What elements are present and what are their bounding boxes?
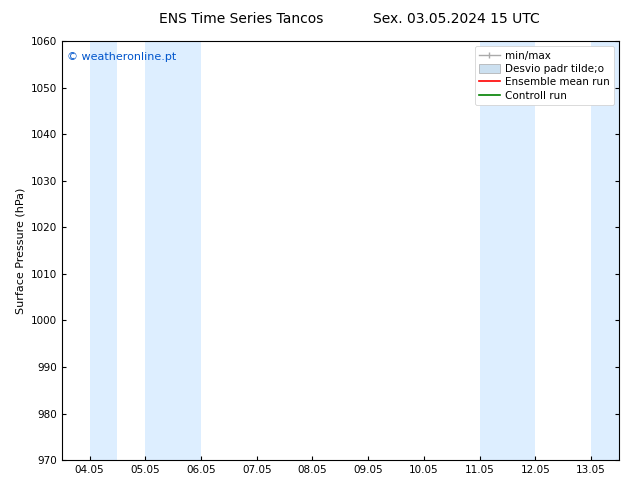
Bar bbox=[89, 41, 117, 460]
Bar bbox=[591, 41, 619, 460]
Bar bbox=[145, 41, 201, 460]
Bar bbox=[480, 41, 535, 460]
Legend: min/max, Desvio padr tilde;o, Ensemble mean run, Controll run: min/max, Desvio padr tilde;o, Ensemble m… bbox=[475, 46, 614, 105]
Text: ENS Time Series Tancos: ENS Time Series Tancos bbox=[158, 12, 323, 26]
Text: Sex. 03.05.2024 15 UTC: Sex. 03.05.2024 15 UTC bbox=[373, 12, 540, 26]
Y-axis label: Surface Pressure (hPa): Surface Pressure (hPa) bbox=[15, 187, 25, 314]
Text: © weatheronline.pt: © weatheronline.pt bbox=[67, 51, 176, 62]
